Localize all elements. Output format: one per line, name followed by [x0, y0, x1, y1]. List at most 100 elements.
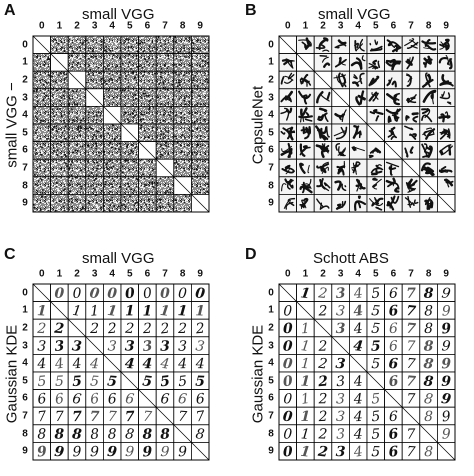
- matrix-cell: [366, 141, 386, 160]
- row-label: 2: [22, 322, 28, 334]
- matrix-cell: [419, 158, 438, 178]
- matrix-cell: 6: [190, 389, 210, 408]
- matrix-cell: [50, 35, 69, 55]
- svg-text:3: 3: [336, 426, 346, 442]
- matrix-cell: 3: [32, 336, 52, 355]
- svg-text:9: 9: [160, 444, 170, 461]
- matrix-cell: 7: [401, 424, 421, 443]
- column-label: 0: [285, 268, 291, 280]
- matrix-cell: 2: [173, 318, 192, 338]
- diagonal-cell: [155, 406, 175, 426]
- matrix-cell: 6: [384, 283, 403, 303]
- matrix-cell: 8: [103, 424, 122, 443]
- svg-text:0: 0: [124, 285, 136, 302]
- svg-text:6: 6: [389, 286, 398, 302]
- svg-text:5: 5: [371, 321, 381, 338]
- matrix-cell: 9: [85, 441, 104, 461]
- diagonal-cell: [401, 406, 421, 426]
- matrix-cell: 2: [120, 318, 140, 337]
- panel-title: small VGG: [82, 250, 155, 267]
- svg-text:8: 8: [108, 427, 117, 443]
- matrix-cell: [50, 106, 69, 125]
- column-label: 9: [443, 268, 449, 280]
- svg-text:5: 5: [371, 444, 380, 460]
- matrix-cell: [349, 176, 368, 195]
- svg-text:4: 4: [352, 285, 364, 302]
- svg-text:1: 1: [159, 303, 171, 320]
- matrix-cell: 3: [120, 336, 140, 355]
- svg-text:2: 2: [317, 391, 327, 407]
- svg-text:3: 3: [335, 444, 345, 460]
- svg-text:5: 5: [90, 374, 100, 391]
- svg-text:0: 0: [178, 286, 188, 302]
- matrix-cell: 8: [50, 424, 69, 443]
- matrix-cell: 0: [173, 283, 192, 303]
- svg-text:1: 1: [177, 303, 188, 320]
- panel-letter: A: [4, 2, 16, 19]
- svg-text:2: 2: [142, 321, 152, 337]
- matrix-cell: 0: [120, 283, 140, 302]
- matrix-cell: [349, 88, 368, 107]
- svg-text:1: 1: [143, 303, 153, 319]
- matrix-cell: 2: [85, 318, 104, 338]
- matrix-cell: [138, 106, 157, 125]
- matrix-cell: 0: [67, 283, 87, 303]
- row-label: 8: [268, 180, 274, 192]
- matrix-cell: 2: [313, 336, 333, 355]
- svg-text:6: 6: [89, 391, 100, 408]
- diagonal-cell: [50, 53, 69, 72]
- matrix-cell: 3: [331, 389, 350, 408]
- matrix-cell: 7: [67, 406, 87, 426]
- matrix-cell: 8: [419, 354, 438, 373]
- svg-text:3: 3: [54, 338, 65, 355]
- svg-text:2: 2: [106, 321, 117, 338]
- diagonal-cell: [384, 389, 403, 408]
- column-label: 4: [355, 20, 361, 32]
- svg-text:6: 6: [177, 391, 188, 408]
- matrix-cell: 3: [331, 283, 350, 302]
- matrix-cell: 4: [349, 283, 368, 302]
- svg-text:0: 0: [54, 286, 64, 302]
- svg-text:0: 0: [282, 356, 293, 373]
- matrix-cell: [190, 123, 210, 143]
- matrix-cell: 6: [103, 389, 122, 408]
- svg-text:6: 6: [388, 373, 400, 390]
- svg-text:9: 9: [441, 408, 452, 425]
- matrix-cell: [419, 53, 438, 72]
- matrix-cell: [85, 193, 104, 213]
- matrix-cell: 7: [401, 354, 421, 373]
- matrix-cell: [419, 106, 438, 125]
- matrix-cell: [366, 88, 386, 107]
- matrix-cell: [384, 158, 403, 178]
- matrix-cell: 6: [384, 318, 403, 338]
- matrix-cell: [173, 88, 192, 107]
- diagonal-cell: [190, 441, 210, 461]
- column-label: 5: [127, 20, 133, 32]
- svg-text:4: 4: [158, 356, 170, 373]
- svg-text:2: 2: [89, 321, 99, 337]
- matrix-cell: [173, 193, 192, 213]
- matrix-cell: 7: [401, 283, 421, 303]
- matrix-cell: 2: [313, 441, 333, 461]
- svg-text:1: 1: [300, 338, 311, 355]
- matrix-cell: 4: [349, 371, 368, 390]
- matrix-cell: [32, 193, 52, 213]
- matrix-cell: [331, 35, 350, 55]
- matrix-cell: [32, 70, 52, 90]
- svg-text:7: 7: [406, 356, 417, 373]
- matrix-cell: 5: [366, 441, 386, 461]
- row-label: 7: [268, 410, 274, 422]
- svg-text:2: 2: [317, 409, 328, 425]
- row-label: 7: [22, 410, 28, 422]
- diagonal-cell: [155, 158, 175, 178]
- row-label: 3: [268, 340, 274, 352]
- column-label: 5: [127, 268, 133, 280]
- matrix-cell: [278, 123, 298, 143]
- matrix-cell: 8: [419, 318, 438, 338]
- matrix-cell: [419, 35, 438, 55]
- matrix-cell: [278, 88, 298, 107]
- column-label: 9: [443, 20, 449, 32]
- matrix-cell: 6: [384, 424, 403, 443]
- svg-text:0: 0: [282, 409, 293, 426]
- matrix-cell: 0: [278, 389, 298, 408]
